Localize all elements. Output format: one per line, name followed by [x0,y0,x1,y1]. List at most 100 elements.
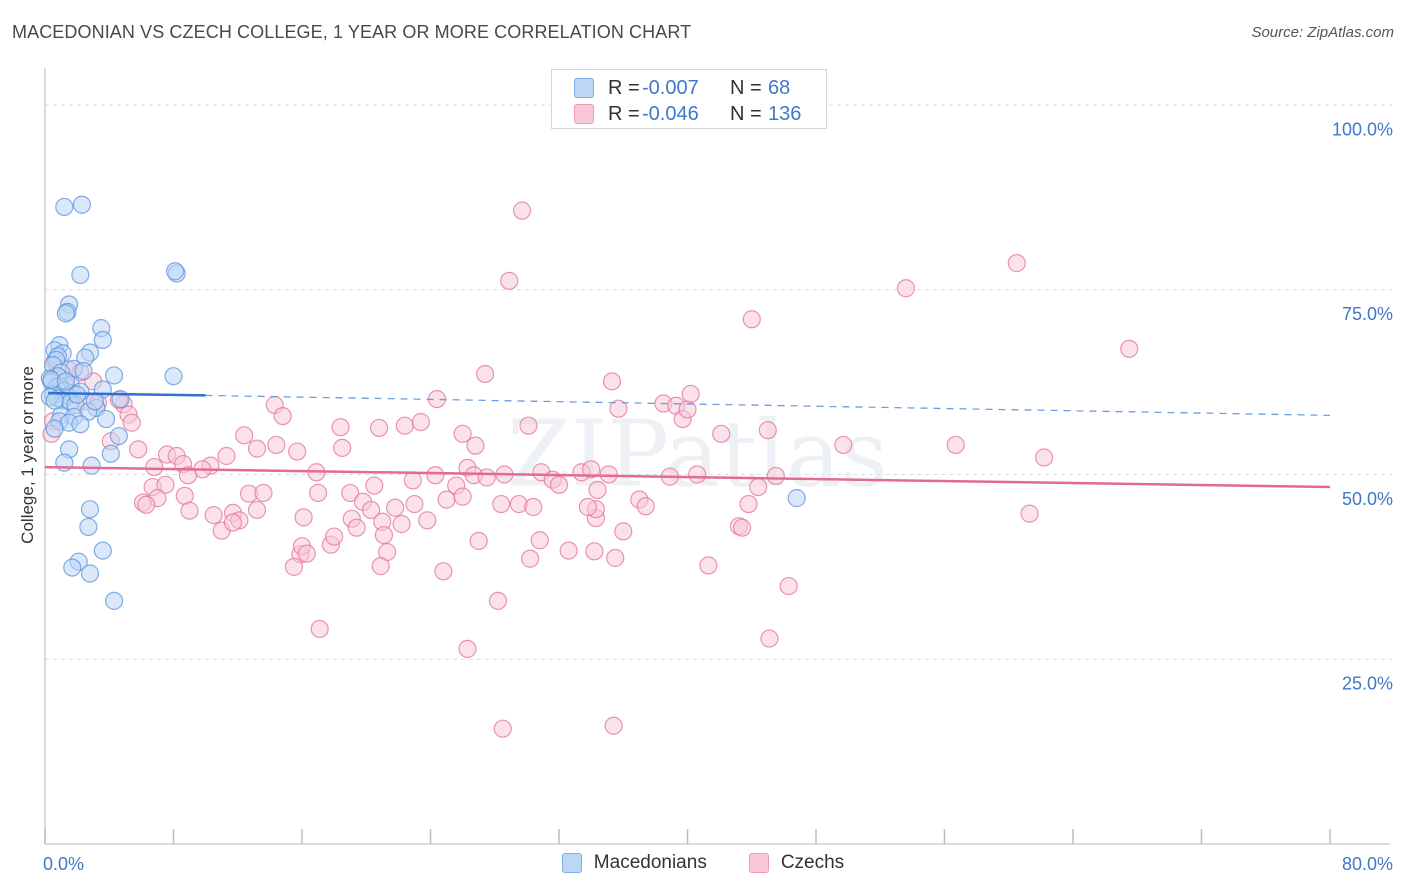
point-czechs [254,483,273,503]
point-czechs [361,500,381,520]
point-czechs [599,465,618,484]
point-czechs [223,513,243,532]
legend-r-value: -0.007 [642,76,699,99]
point-czechs [1020,504,1039,523]
legend-r-label: R = [608,76,640,99]
point-czechs [392,514,411,534]
point-czechs [602,372,622,391]
point-macedonians [80,500,100,519]
point-macedonians [63,558,82,577]
point-czechs [712,424,731,443]
point-czechs [310,619,329,639]
point-macedonians [56,372,75,391]
point-czechs [145,457,164,477]
point-czechs [896,279,916,298]
point-czechs [492,494,511,514]
point-czechs [411,412,430,432]
point-czechs [458,639,477,658]
source-label: Source: ZipAtlas.com [1251,24,1394,41]
point-czechs [403,471,422,490]
point-czechs [681,384,700,404]
point-macedonians [79,517,98,537]
tick-label-layer: 25.0% 50.0% 75.0% 100.0% 0.0% 80.0% College, 1… [18,119,1393,874]
point-czechs [370,418,389,438]
point-czechs [578,497,598,517]
point-czechs [733,518,752,537]
legend-row-macedonians: R = -0.007 N = 68 [574,76,790,100]
legend-r-label: R = [608,102,640,125]
point-czechs [614,522,633,541]
point-macedonians [787,489,806,508]
point-macedonians [45,419,64,438]
point-czechs [365,476,384,495]
point-czechs [606,548,625,568]
point-czechs [347,518,366,537]
chart-title: MACEDONIAN VS CZECH COLLEGE, 1 YEAR OR M… [12,22,692,42]
point-macedonians [74,361,93,381]
point-czechs [604,716,623,735]
point-czechs [493,719,512,738]
point-czechs [129,440,148,459]
point-macedonians [82,456,101,475]
y-axis-label: College, 1 year or more [18,366,37,544]
axes-layer [44,68,1390,845]
point-czechs [742,310,761,329]
point-czechs [699,556,718,575]
series-label-macedonians: Macedonians [593,852,707,873]
legend-swatch-macedonians [574,78,594,98]
point-czechs [1007,254,1026,273]
point-macedonians [55,197,74,217]
series-legend-czechs[interactable]: Czechs [748,852,844,874]
point-macedonians [72,195,92,214]
grid-layer [45,104,1392,660]
watermark: ZIPatlas [507,401,888,508]
correlation-legend: R = -0.007 N = 68 R = -0.046 N = 136 [551,69,827,129]
point-czechs [156,475,175,494]
point-czechs [636,497,655,516]
point-czechs [739,494,758,514]
point-macedonians [164,367,183,386]
point-macedonians [71,415,90,434]
point-macedonians [93,330,112,350]
point-czechs [247,500,267,520]
point-czechs [374,525,394,545]
point-czechs [466,436,485,455]
point-czechs [1034,448,1054,467]
point-macedonians [104,591,124,610]
point-czechs [519,416,538,435]
point-macedonians [96,409,116,429]
point-czechs [582,460,601,479]
point-czechs [758,421,777,440]
y-tick-label: 25.0% [1342,674,1393,694]
legend-n-label: N = [730,76,762,99]
point-czechs [294,508,313,527]
series-swatch-macedonians [561,853,582,873]
x-tick-label-min: 0.0% [43,854,84,874]
trendline-macedonians-extrapolated [205,394,1331,417]
point-macedonians [71,265,90,285]
x-tick-label-max: 80.0% [1342,854,1393,874]
series-swatch-czechs [748,853,769,873]
point-czechs [834,435,853,455]
y-tick-label: 75.0% [1342,304,1393,324]
point-macedonians [101,444,120,463]
point-czechs [308,483,328,503]
point-macedonians [104,366,124,385]
point-czechs [405,494,424,514]
point-czechs [766,466,785,486]
point-czechs [488,591,508,610]
point-czechs [426,466,445,485]
trendline-czechs [44,465,1331,489]
point-czechs [512,201,532,220]
point-macedonians [80,564,100,583]
series-legend-macedonians[interactable]: Macedonians [561,852,707,874]
point-czechs [217,446,236,466]
point-macedonians [45,391,64,410]
point-czechs [779,576,798,596]
series-legend: Macedonians Czechs [0,852,1406,874]
point-czechs [749,477,768,497]
point-czechs [267,435,286,455]
trend-layer [44,391,1331,489]
y-tick-label: 50.0% [1342,489,1393,509]
